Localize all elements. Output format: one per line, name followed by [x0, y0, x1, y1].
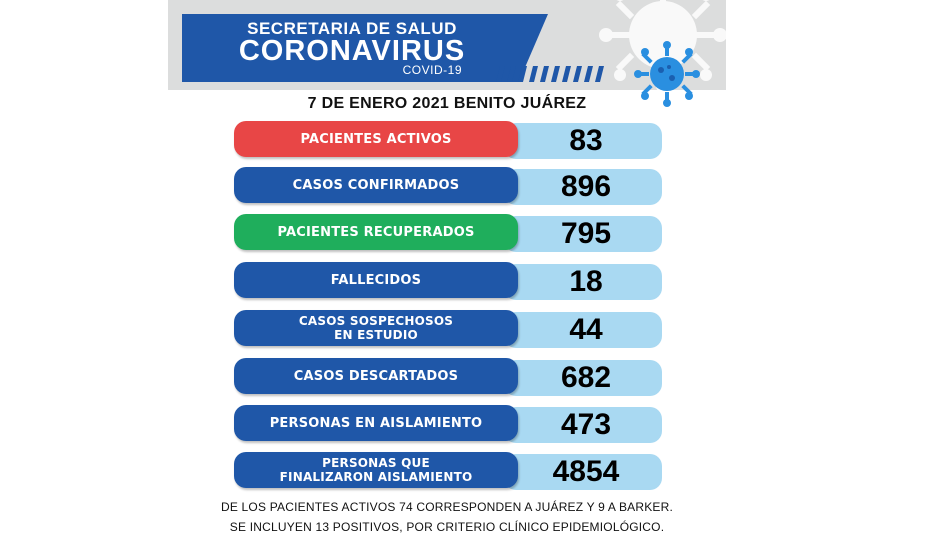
stat-label: PERSONAS QUE FINALIZARON AISLAMIENTO: [234, 452, 518, 488]
stat-value: 682: [560, 361, 612, 394]
value-box: [504, 407, 662, 443]
stat-label-line2: EN ESTUDIO: [334, 328, 418, 342]
stat-row-isolation-finished: 4854 PERSONAS QUE FINALIZARON AISLAMIENT…: [234, 452, 662, 490]
header-title-line2: CORONAVIRUS: [238, 35, 466, 67]
covid-report-card: SECRETARIA DE SALUD CORONAVIRUS COVID-19…: [168, 0, 726, 533]
stat-label: CASOS CONFIRMADOS: [234, 167, 518, 203]
stat-row-deceased: 18 FALLECIDOS: [234, 262, 662, 300]
value-box: [504, 216, 662, 252]
value-box: [504, 264, 662, 300]
stat-label: PERSONAS EN AISLAMIENTO: [234, 405, 518, 441]
stat-row-active: 83 PACIENTES ACTIVOS: [234, 121, 662, 159]
value-box: [504, 360, 662, 396]
stat-value: 83: [569, 124, 603, 157]
header-subtitle: COVID-19: [402, 63, 462, 77]
header-title-line1: SECRETARIA DE SALUD: [247, 19, 457, 38]
stat-label-line1: CASOS SOSPECHOSOS: [298, 314, 454, 328]
stat-row-recovered: 795 PACIENTES RECUPERADOS: [234, 214, 662, 252]
stat-value: 795: [560, 217, 612, 250]
stat-row-isolation: 473 PERSONAS EN AISLAMIENTO: [234, 405, 662, 443]
stat-label: CASOS DESCARTADOS: [234, 358, 518, 394]
value-box: [504, 169, 662, 205]
report-date: 7 DE ENERO 2021 BENITO JUÁREZ: [307, 95, 587, 112]
stat-label: CASOS SOSPECHOSOS EN ESTUDIO: [234, 310, 518, 346]
header-banner: [182, 14, 548, 82]
stat-value: 896: [560, 170, 612, 203]
value-box: [504, 123, 662, 159]
stat-label-line1: PERSONAS QUE: [322, 456, 430, 470]
stat-label-line2: FINALIZARON AISLAMIENTO: [279, 470, 473, 484]
stripes-decoration: [496, 66, 604, 82]
stat-value: 18: [569, 265, 603, 298]
value-box: [504, 454, 662, 490]
stat-label: FALLECIDOS: [234, 262, 518, 298]
stat-row-discarded: 682 CASOS DESCARTADOS: [234, 358, 662, 396]
stat-value: 4854: [552, 455, 620, 488]
stat-row-confirmed: 896 CASOS CONFIRMADOS: [234, 167, 662, 205]
footer-note-line2: SE INCLUYEN 13 POSITIVOS, POR CRITERIO C…: [229, 520, 665, 533]
footer-note-line1: DE LOS PACIENTES ACTIVOS 74 CORRESPONDEN…: [220, 500, 674, 514]
value-box: [504, 312, 662, 348]
stat-label: PACIENTES RECUPERADOS: [234, 214, 518, 250]
stat-label: PACIENTES ACTIVOS: [234, 121, 518, 157]
stat-value: 44: [569, 313, 603, 346]
virus-icon: [634, 41, 700, 107]
stat-value: 473: [560, 408, 612, 441]
stat-row-suspected: 44 CASOS SOSPECHOSOS EN ESTUDIO: [234, 310, 662, 348]
